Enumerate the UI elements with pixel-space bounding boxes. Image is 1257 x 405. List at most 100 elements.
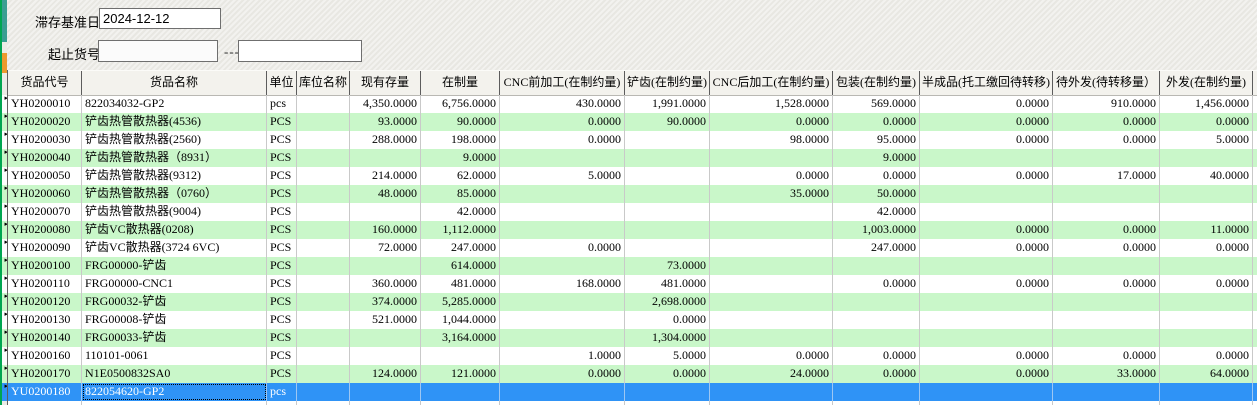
cell-10[interactable] bbox=[833, 257, 920, 275]
table-row[interactable]: YH0200030 铲齿热管散热器(2560) PCS 288.0000 198.000… bbox=[8, 131, 1257, 149]
cell-11[interactable] bbox=[920, 203, 1053, 221]
column-header-12[interactable]: 待外发(待转移量） bbox=[1053, 71, 1160, 96]
table-row[interactable]: YH0200060 铲齿热管散热器（0760） PCS 48.0000 85.0000 3… bbox=[8, 185, 1257, 203]
table-row[interactable]: YH0200110 FRG00000-CNC1 PCS 360.0000 481.000… bbox=[8, 275, 1257, 293]
cell-10[interactable]: 95.0000 bbox=[833, 131, 920, 149]
cell-9[interactable] bbox=[710, 203, 833, 221]
cell-12[interactable]: 0.0000 bbox=[1053, 113, 1160, 131]
cell-12[interactable] bbox=[1053, 149, 1160, 167]
column-header-10[interactable]: 包装(在制约量) bbox=[833, 71, 920, 96]
cell-5[interactable]: 4,350.0000 bbox=[350, 95, 421, 113]
cell-5[interactable]: 48.0000 bbox=[350, 185, 421, 203]
cell-1[interactable]: YH0200130 bbox=[8, 311, 82, 329]
cell-6[interactable]: 481.0000 bbox=[421, 275, 500, 293]
table-row[interactable]: YH0200170 N1E0500832SA0 PCS 124.0000 121.000… bbox=[8, 365, 1257, 383]
cell-10[interactable]: 0.0000 bbox=[833, 113, 920, 131]
cell-5[interactable]: 93.0000 bbox=[350, 113, 421, 131]
cell-12[interactable]: 17.0000 bbox=[1053, 167, 1160, 185]
cell-4[interactable] bbox=[297, 383, 350, 401]
cell-11[interactable]: 0.0000 bbox=[920, 131, 1053, 149]
cell-5[interactable]: 288.0000 bbox=[350, 131, 421, 149]
cell-7[interactable]: 0.0000 bbox=[500, 113, 625, 131]
cell-9[interactable]: 0.0000 bbox=[710, 347, 833, 365]
cell-7[interactable] bbox=[500, 311, 625, 329]
table-row[interactable]: YH0200160 110101-0061 PCS 1.0000 5.0000 0.000… bbox=[8, 347, 1257, 365]
cell-12[interactable] bbox=[1053, 203, 1160, 221]
cell-9[interactable]: 35.0000 bbox=[710, 185, 833, 203]
item-range-from-input[interactable] bbox=[98, 40, 218, 62]
cell-7[interactable] bbox=[500, 257, 625, 275]
cell-2[interactable]: 铲齿热管散热器(9312) bbox=[82, 167, 267, 185]
cell-8[interactable] bbox=[625, 167, 710, 185]
cell-6[interactable]: 6,756.0000 bbox=[421, 95, 500, 113]
cell-4[interactable] bbox=[297, 221, 350, 239]
column-header-5[interactable]: 现有存量 bbox=[350, 71, 421, 96]
cell-7[interactable]: 0.0000 bbox=[500, 365, 625, 383]
table-row[interactable]: YH0200080 铲齿VC散热器(0208) PCS 160.0000 1,112.0… bbox=[8, 221, 1257, 239]
cell-8[interactable] bbox=[625, 149, 710, 167]
cell-6[interactable] bbox=[421, 383, 500, 401]
cell-4[interactable] bbox=[297, 293, 350, 311]
cell-6[interactable]: 5,285.0000 bbox=[421, 293, 500, 311]
cell-3[interactable]: PCS bbox=[267, 329, 297, 347]
cell-9[interactable] bbox=[710, 293, 833, 311]
cell-13[interactable]: 0.0000 bbox=[1160, 275, 1253, 293]
cell-10[interactable]: 1,003.0000 bbox=[833, 221, 920, 239]
cell-1[interactable]: YH0200120 bbox=[8, 293, 82, 311]
cell-2[interactable]: FRG00000-CNC1 bbox=[82, 275, 267, 293]
cell-13[interactable] bbox=[1160, 329, 1253, 347]
cell-13[interactable]: 64.0000 bbox=[1160, 365, 1253, 383]
cell-11[interactable]: 0.0000 bbox=[920, 365, 1053, 383]
cell-10[interactable]: 50.0000 bbox=[833, 185, 920, 203]
cell-4[interactable] bbox=[297, 131, 350, 149]
cell-1[interactable]: YH0200020 bbox=[8, 113, 82, 131]
cell-8[interactable]: 2,698.0000 bbox=[625, 293, 710, 311]
cell-11[interactable] bbox=[920, 383, 1053, 401]
cell-2[interactable]: 铲齿热管散热器（8931） bbox=[82, 149, 267, 167]
cell-13[interactable]: 40.0000 bbox=[1160, 167, 1253, 185]
cell-5[interactable] bbox=[350, 329, 421, 347]
cell-13[interactable] bbox=[1160, 383, 1253, 401]
cell-2[interactable]: 822034032-GP2 bbox=[82, 95, 267, 113]
cell-6[interactable]: 42.0000 bbox=[421, 203, 500, 221]
cell-12[interactable]: 0.0000 bbox=[1053, 221, 1160, 239]
cell-1[interactable]: YH0200010 bbox=[8, 95, 82, 113]
cell-6[interactable]: 85.0000 bbox=[421, 185, 500, 203]
cell-9[interactable]: 0.0000 bbox=[710, 167, 833, 185]
cell-6[interactable] bbox=[421, 347, 500, 365]
cell-5[interactable]: 521.0000 bbox=[350, 311, 421, 329]
cell-6[interactable]: 247.0000 bbox=[421, 239, 500, 257]
table-row[interactable]: YH0200050 铲齿热管散热器(9312) PCS 214.0000 62.0000… bbox=[8, 167, 1257, 185]
cell-1[interactable]: YH0200110 bbox=[8, 275, 82, 293]
cell-1[interactable]: YH0200160 bbox=[8, 347, 82, 365]
cell-3[interactable]: pcs bbox=[267, 383, 297, 401]
cell-4[interactable] bbox=[297, 365, 350, 383]
cell-10[interactable]: 9.0000 bbox=[833, 149, 920, 167]
table-row[interactable]: YH0200140 FRG00033-铲齿 PCS 3,164.0000 1,304.0… bbox=[8, 329, 1257, 347]
cell-6[interactable]: 62.0000 bbox=[421, 167, 500, 185]
cell-5[interactable]: 214.0000 bbox=[350, 167, 421, 185]
cell-3[interactable]: PCS bbox=[267, 257, 297, 275]
cell-8[interactable]: 0.0000 bbox=[625, 365, 710, 383]
cell-10[interactable]: 569.0000 bbox=[833, 95, 920, 113]
cell-10[interactable]: 42.0000 bbox=[833, 203, 920, 221]
cell-4[interactable] bbox=[297, 347, 350, 365]
cell-6[interactable]: 198.0000 bbox=[421, 131, 500, 149]
cell-7[interactable]: 168.0000 bbox=[500, 275, 625, 293]
cell-3[interactable]: PCS bbox=[267, 221, 297, 239]
cell-1[interactable]: YH0200100 bbox=[8, 257, 82, 275]
table-row[interactable]: YU0200180 822054620-GP2 pcs bbox=[8, 383, 1257, 401]
cell-3[interactable]: PCS bbox=[267, 185, 297, 203]
table-row[interactable]: YH0200010 822034032-GP2 pcs 4,350.0000 6,756… bbox=[8, 95, 1257, 113]
column-header-9[interactable]: CNC后加工(在制约量) bbox=[710, 71, 833, 96]
cell-6[interactable]: 614.0000 bbox=[421, 257, 500, 275]
cell-10[interactable] bbox=[833, 383, 920, 401]
cell-1[interactable]: YH0200040 bbox=[8, 149, 82, 167]
cell-2[interactable]: FRG00032-铲齿 bbox=[82, 293, 267, 311]
cell-13[interactable] bbox=[1160, 149, 1253, 167]
cell-9[interactable]: 24.0000 bbox=[710, 365, 833, 383]
cell-11[interactable] bbox=[920, 149, 1053, 167]
cell-4[interactable] bbox=[297, 311, 350, 329]
cell-8[interactable]: 481.0000 bbox=[625, 275, 710, 293]
cell-8[interactable] bbox=[625, 239, 710, 257]
